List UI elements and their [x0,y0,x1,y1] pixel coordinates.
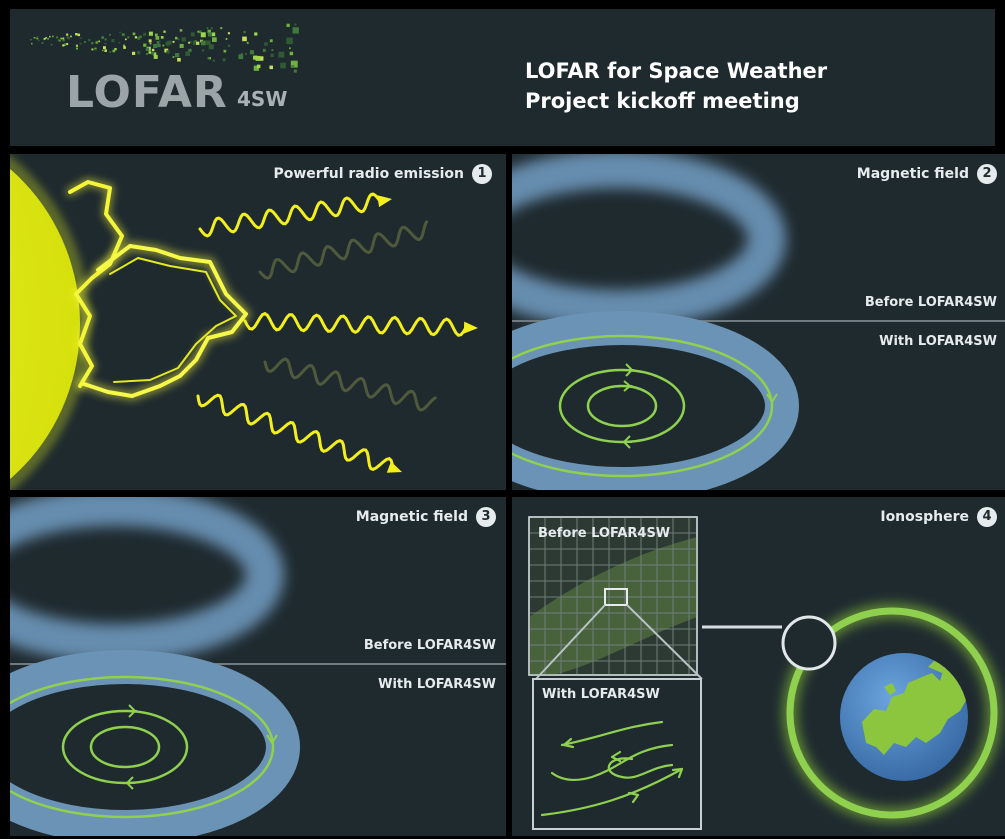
panel-3-with-label: With LOFAR4SW [378,677,496,692]
panel-4-before-label: Before LOFAR4SW [538,526,671,541]
sun-icon [10,156,90,490]
panel-4-with-label: With LOFAR4SW [542,687,660,702]
logo-word: LOFAR [66,67,228,118]
magnetic-loop-icon [10,650,300,836]
panel-3-header: Magnetic field 3 [356,507,496,527]
panel-2-header: Magnetic field 2 [857,164,997,184]
panel-magnetic-field-2: Magnetic field 2 Before LOFAR4SW With LO… [512,154,1005,490]
magnetic-loop-icon [10,497,284,662]
ionosphere-art [528,516,1001,830]
magnetic-field-3-art [10,497,506,836]
panel-2-title: Magnetic field [856,166,969,182]
panel-2-before-label: Before LOFAR4SW [864,295,997,310]
panel-3-before-label: Before LOFAR4SW [363,638,496,653]
header-title-line1: LOFAR for Space Weather [525,59,828,83]
wave-arrow-icon [196,192,478,473]
radio-emission-art [10,156,478,490]
panel-4-header: Ionosphere 4 [880,507,997,527]
panel-1-title: Powerful radio emission [273,166,464,182]
panel-radio-emission: Powerful radio emission 1 [10,154,506,490]
header-panel: LOFAR 4SW LOFAR for Space Weather Projec… [10,9,995,146]
logo-dots-icon [30,23,299,73]
panel-4-title: Ionosphere [880,509,969,525]
magnetic-loop-icon [512,311,799,490]
earth-icon [783,604,1001,822]
magnetic-loop-icon [512,154,786,328]
panel-1-header: Powerful radio emission 1 [273,164,492,184]
header-title-line2: Project kickoff meeting [525,89,800,113]
flare-loop-icon [66,178,251,401]
with-field-icon [532,678,702,830]
panel-4-number: 4 [977,507,997,527]
logo-suffix: 4SW [237,87,288,111]
panel-ionosphere: Before LOFAR4SW With LOFAR4SW Ionosphere… [512,497,1005,836]
panel-2-number: 2 [977,164,997,184]
panel-1-number: 1 [472,164,492,184]
panel-magnetic-field-3: Magnetic field 3 Before LOFAR4SW With LO… [10,497,506,836]
panel-3-title: Magnetic field [355,509,468,525]
magnetic-field-2-art [512,154,1005,490]
panel-3-number: 3 [476,507,496,527]
panel-2-with-label: With LOFAR4SW [879,334,997,349]
magnifier-circle-icon [781,615,837,671]
